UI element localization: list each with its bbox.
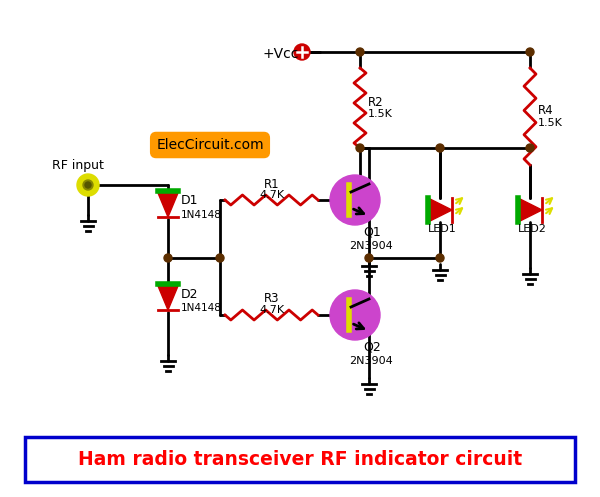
Text: R3: R3 bbox=[264, 293, 279, 306]
Text: +Vcc: +Vcc bbox=[262, 47, 298, 61]
Circle shape bbox=[330, 290, 380, 340]
Circle shape bbox=[526, 144, 534, 152]
Text: D1: D1 bbox=[181, 194, 199, 208]
Text: 1N4148: 1N4148 bbox=[181, 210, 222, 220]
Circle shape bbox=[356, 48, 364, 56]
Circle shape bbox=[436, 144, 444, 152]
Circle shape bbox=[83, 180, 93, 190]
Polygon shape bbox=[428, 198, 452, 222]
Circle shape bbox=[365, 254, 373, 262]
Text: D2: D2 bbox=[181, 287, 199, 301]
Circle shape bbox=[294, 44, 310, 60]
Circle shape bbox=[216, 254, 224, 262]
Polygon shape bbox=[158, 193, 178, 217]
Text: 1.5K: 1.5K bbox=[368, 109, 393, 119]
Text: Q1: Q1 bbox=[363, 226, 381, 239]
Circle shape bbox=[436, 254, 444, 262]
Text: LED2: LED2 bbox=[518, 224, 547, 234]
Polygon shape bbox=[158, 286, 178, 310]
Text: 2N3904: 2N3904 bbox=[349, 241, 393, 251]
FancyBboxPatch shape bbox=[25, 437, 575, 482]
Text: Ham radio transceiver RF indicator circuit: Ham radio transceiver RF indicator circu… bbox=[78, 450, 522, 469]
Text: 1.5K: 1.5K bbox=[538, 117, 563, 128]
Text: R4: R4 bbox=[538, 104, 554, 117]
Text: 4.7K: 4.7K bbox=[259, 190, 284, 200]
Circle shape bbox=[356, 144, 364, 152]
Text: R2: R2 bbox=[368, 95, 383, 108]
Text: 2N3904: 2N3904 bbox=[349, 356, 393, 366]
Circle shape bbox=[330, 175, 380, 225]
Circle shape bbox=[164, 254, 172, 262]
Text: ElecCircuit.com: ElecCircuit.com bbox=[156, 138, 264, 152]
Text: LED1: LED1 bbox=[428, 224, 457, 234]
Circle shape bbox=[85, 182, 91, 188]
Circle shape bbox=[77, 174, 99, 196]
Text: RF input: RF input bbox=[52, 159, 104, 171]
Text: 1N4148: 1N4148 bbox=[181, 303, 222, 313]
Text: Q2: Q2 bbox=[363, 340, 381, 353]
Text: 4.7K: 4.7K bbox=[259, 305, 284, 315]
Polygon shape bbox=[518, 198, 542, 222]
Circle shape bbox=[526, 48, 534, 56]
Text: R1: R1 bbox=[263, 177, 280, 190]
